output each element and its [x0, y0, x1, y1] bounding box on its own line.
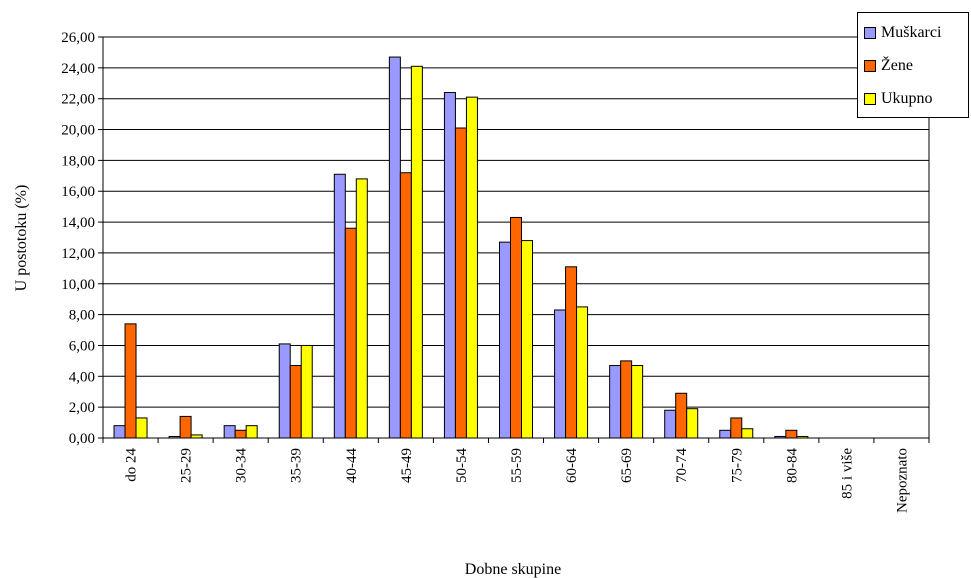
legend-swatch-zene — [864, 60, 876, 72]
bar — [388, 56, 401, 439]
y-tick-label: 12,00 — [61, 246, 95, 262]
legend-swatch-ukupno — [864, 93, 876, 105]
bar — [719, 429, 732, 439]
bar — [554, 309, 567, 439]
bar — [499, 241, 511, 439]
bar — [565, 266, 578, 439]
bar — [344, 227, 357, 439]
x-tick-label: Nepoznato — [894, 448, 910, 513]
legend-item-zene: Žene — [864, 56, 913, 76]
x-tick-label: 75-79 — [729, 448, 745, 483]
x-tick-label: 65-69 — [619, 448, 635, 483]
y-tick-label: 8,00 — [69, 308, 95, 324]
y-tick-label: 20,00 — [61, 123, 95, 139]
x-tick-label: 70-74 — [674, 448, 690, 483]
axes — [98, 36, 930, 443]
bar — [510, 216, 522, 439]
y-tick-label: 26,00 — [61, 30, 95, 46]
y-tick-label: 18,00 — [61, 153, 95, 169]
y-tick-label: 0,00 — [69, 431, 95, 447]
bar — [521, 240, 533, 439]
bar — [289, 365, 302, 439]
y-tick-label: 2,00 — [69, 400, 95, 416]
y-tick-label: 6,00 — [69, 338, 95, 354]
bar — [135, 417, 148, 439]
y-tick-label: 14,00 — [61, 215, 95, 231]
bar — [113, 425, 126, 439]
bar — [631, 365, 644, 439]
bar — [620, 360, 633, 439]
legend: Muškarci Žene Ukupno — [857, 12, 969, 118]
x-tick-label: 30-34 — [234, 448, 250, 483]
y-axis-label: U postotoku (%) — [13, 185, 30, 292]
bar — [300, 344, 313, 439]
legend-label: Muškarci — [881, 24, 942, 41]
bar — [730, 417, 743, 439]
y-tick-label: 16,00 — [61, 184, 95, 200]
bar — [576, 306, 589, 439]
bar — [675, 392, 688, 439]
x-tick-label: 25-29 — [179, 448, 195, 483]
x-axis-label: Dobne skupine — [465, 561, 561, 578]
bar — [741, 428, 754, 439]
x-tick-labels: do 24 25-29 30-34 35-39 40-44 45-49 50-54 55-59… — [124, 448, 911, 513]
legend-label: Ukupno — [881, 90, 933, 107]
plot-area-border — [102, 36, 930, 439]
y-tick-labels: 0,00 2,00 4,00 6,00 8,00 10,00 12,00 14,00 16,00… — [61, 30, 95, 447]
legend-label: Žene — [881, 57, 913, 74]
bar — [410, 65, 423, 439]
y-tick-label: 24,00 — [61, 61, 95, 77]
x-tick-label: 80-84 — [784, 448, 800, 483]
bar — [399, 172, 412, 439]
y-tick-label: 22,00 — [61, 92, 95, 108]
bar — [355, 178, 368, 439]
bar — [664, 409, 677, 439]
bar — [785, 429, 798, 439]
bar — [223, 425, 236, 439]
bar — [609, 365, 622, 439]
x-tick-label: 40-44 — [344, 448, 360, 483]
legend-swatch-muskarci — [864, 27, 876, 39]
x-tick-label: 35-39 — [289, 448, 305, 483]
x-tick-label: 60-64 — [564, 448, 580, 483]
x-tick-label: 45-49 — [399, 448, 415, 483]
legend-item-muskarci: Muškarci — [864, 23, 941, 43]
x-tick-label: do 24 — [124, 448, 140, 482]
legend-item-ukupno: Ukupno — [864, 89, 933, 109]
bar — [179, 415, 192, 439]
x-tick-label: 50-54 — [454, 448, 470, 483]
bar — [443, 92, 456, 439]
bars — [113, 56, 809, 439]
bar — [124, 323, 137, 439]
bar — [465, 96, 478, 439]
bar — [234, 429, 247, 439]
bar — [278, 343, 291, 439]
bar — [333, 173, 346, 439]
x-tick-label: 85 i više — [839, 448, 855, 499]
bar — [454, 127, 467, 439]
bar — [245, 425, 258, 439]
y-tick-label: 10,00 — [61, 277, 95, 293]
y-tick-label: 4,00 — [69, 369, 95, 385]
x-tick-label: 55-59 — [509, 448, 525, 483]
bar — [686, 408, 699, 439]
